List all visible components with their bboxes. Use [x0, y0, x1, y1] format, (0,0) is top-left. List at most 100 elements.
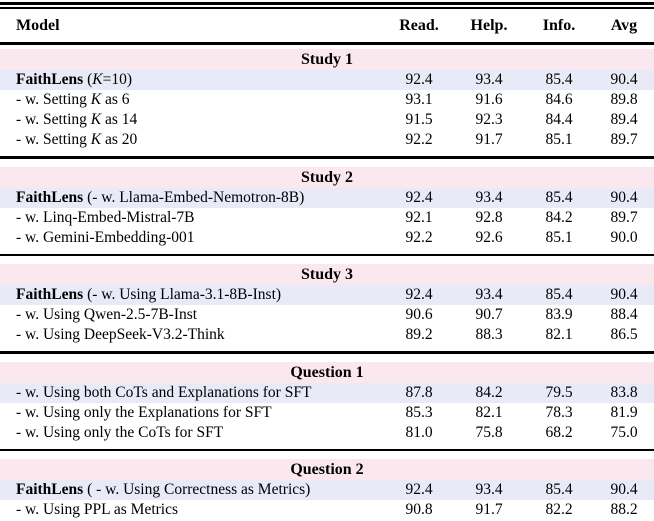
row-label-segment: as 6	[101, 91, 130, 108]
section-title: Study 2	[0, 166, 654, 188]
row-label-segment: K	[92, 71, 103, 88]
table-row: FaithLens (- w. Using Llama-3.1-8B-Inst)…	[0, 285, 654, 305]
metric-value: 78.3	[545, 403, 573, 421]
metric-value: 92.1	[405, 208, 433, 226]
metric-value: 84.6	[545, 91, 573, 108]
metric-value: 93.4	[475, 481, 503, 498]
metric-value: 75.8	[475, 423, 503, 441]
metric-value: 90.4	[610, 71, 638, 88]
metric-value: 85.1	[545, 131, 573, 148]
metric-value: 90.4	[610, 481, 638, 498]
metric-value: 82.1	[475, 403, 503, 421]
metric-value: 85.1	[545, 228, 573, 246]
row-label: - w. Gemini-Embedding-001	[0, 228, 384, 248]
metric-value: 92.4	[405, 71, 433, 88]
metric-value: 87.8	[405, 383, 433, 401]
metric-value: 82.1	[545, 326, 573, 343]
section-title: Question 1	[0, 361, 654, 383]
table-row: - w. Linq-Embed-Mistral-7B 92.1 92.8 84.2 89…	[0, 208, 654, 228]
metric-value: 92.3	[475, 111, 503, 128]
row-label-segment: ( - w. Using Correctness as Metrics)	[83, 481, 311, 498]
row-label-segment: - w. Linq-Embed-Mistral-7B	[16, 208, 195, 226]
table-row: - w. Gemini-Embedding-001 92.2 92.6 85.1 90.…	[0, 228, 654, 248]
metric-value: 91.7	[475, 501, 503, 518]
metric-value: 81.0	[405, 423, 433, 441]
metric-value: 89.4	[610, 111, 638, 128]
table-row: FaithLens (- w. Llama-Embed-Nemotron-8B)…	[0, 187, 654, 208]
table-header-row: Model Read. Help. Info. Avg	[0, 9, 654, 42]
metric-value: 91.5	[405, 111, 433, 128]
row-label: - w. Using Qwen-2.5-7B-Inst	[0, 305, 384, 325]
metric-value: 90.7	[475, 306, 503, 323]
table-row: - w. Using Qwen-2.5-7B-Inst 90.6 90.7 83.9 8…	[0, 305, 654, 325]
metric-value: 89.8	[610, 91, 638, 108]
row-label: - w. Using only the Explanations for SFT	[0, 403, 384, 423]
metric-value: 90.0	[610, 228, 638, 246]
row-label-segment: - w. Setting	[16, 111, 91, 128]
section-divider-rule	[0, 351, 654, 354]
row-label-segment: - w. Using PPL as Metrics	[16, 501, 179, 518]
metric-value: 88.2	[610, 501, 638, 518]
row-label-segment: FaithLens	[16, 188, 84, 206]
metric-value: 79.5	[545, 383, 573, 401]
row-label-segment: as 14	[101, 111, 138, 128]
metric-value: 83.9	[545, 306, 573, 323]
section-divider-rule	[0, 253, 654, 256]
table-row: - w. Using DeepSeek-V3.2-Think 89.2 88.3 82…	[0, 325, 654, 345]
metric-value: 93.1	[405, 91, 433, 108]
metric-value: 92.2	[405, 131, 433, 148]
metric-value: 88.4	[610, 306, 638, 323]
top-rule-thick	[0, 2, 654, 5]
row-label-segment: K	[90, 91, 102, 108]
row-label: - w. Using only the CoTs for SFT	[0, 423, 384, 443]
table-row: - w. Setting K as 6 93.1 91.6 84.6 89.8	[0, 90, 654, 110]
row-label-segment: FaithLens	[16, 71, 84, 88]
row-label-segment: - w. Setting	[16, 91, 91, 108]
metric-value: 84.4	[545, 111, 573, 128]
metric-value: 92.8	[475, 208, 503, 226]
table-row: - w. Using only the CoTs for SFT 81.0 75.8…	[0, 423, 654, 443]
table-row: FaithLens ( - w. Using Correctness as Me…	[0, 480, 654, 500]
row-label-segment: - w. Using Qwen-2.5-7B-Inst	[16, 306, 198, 323]
metric-value: 93.4	[475, 286, 503, 303]
column-header-info: Info.	[542, 16, 576, 34]
metric-value: 68.2	[545, 423, 573, 441]
metric-value: 85.4	[545, 286, 573, 303]
row-label: FaithLens (- w. Llama-Embed-Nemotron-8B)	[0, 188, 384, 208]
row-label-segment: - w. Gemini-Embedding-001	[16, 228, 195, 246]
row-label-segment: - w. Using only the CoTs for SFT	[16, 423, 224, 441]
metric-value: 83.8	[610, 383, 638, 401]
section-title: Question 2	[0, 459, 654, 480]
metric-value: 85.4	[545, 71, 573, 88]
column-header-read: Read.	[399, 16, 439, 34]
row-label: FaithLens (- w. Using Llama-3.1-8B-Inst)	[0, 285, 384, 305]
table-row: - w. Using both CoTs and Explanations fo…	[0, 382, 654, 403]
row-label-segment: - w. Setting	[16, 131, 91, 148]
section-divider-rule	[0, 156, 654, 159]
row-label: - w. Using PPL as Metrics	[0, 500, 384, 520]
metric-value: 91.7	[475, 131, 503, 148]
metric-value: 86.5	[610, 326, 638, 343]
metric-value: 90.4	[610, 188, 638, 206]
section-divider-rule	[0, 448, 654, 451]
metric-value: 88.3	[475, 326, 503, 343]
metric-value: 90.8	[405, 501, 433, 518]
metric-value: 92.6	[475, 228, 503, 246]
row-label-segment: K	[90, 131, 102, 148]
metric-value: 90.4	[610, 286, 638, 303]
table-row: - w. Using only the Explanations for SFT…	[0, 403, 654, 423]
metric-value: 92.4	[405, 481, 433, 498]
metric-value: 75.0	[610, 423, 638, 441]
metric-value: 81.9	[610, 403, 638, 421]
column-header-model: Model	[16, 16, 60, 34]
metric-value: 92.2	[405, 228, 433, 246]
metric-value: 92.4	[405, 188, 433, 206]
row-label-segment: (- w. Using Llama-3.1-8B-Inst)	[83, 286, 282, 303]
row-label: - w. Setting K as 14	[0, 110, 384, 130]
metric-value: 93.4	[475, 188, 503, 206]
metric-value: 82.2	[545, 501, 573, 518]
metric-value: 90.6	[405, 306, 433, 323]
row-label-segment: =10)	[102, 71, 132, 88]
row-label: - w. Linq-Embed-Mistral-7B	[0, 208, 384, 228]
row-label-segment: K	[90, 111, 102, 128]
